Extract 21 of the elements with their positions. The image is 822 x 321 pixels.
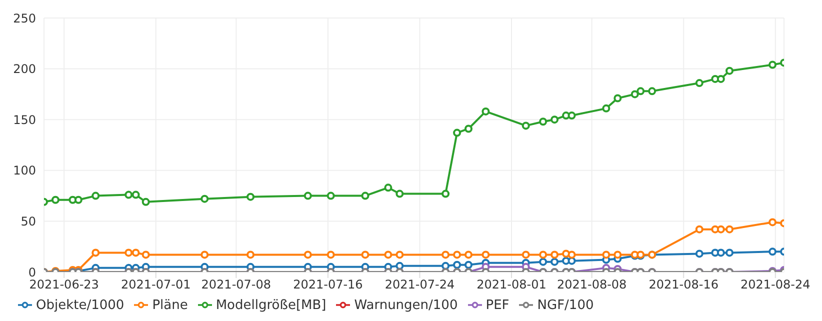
- x-tick-label: 2021-08-08: [556, 278, 627, 292]
- x-tick-label: 2021-07-24: [384, 278, 455, 292]
- legend-label: Objekte/1000: [36, 298, 124, 313]
- legend-label: NGF/100: [537, 298, 594, 313]
- x-tick-label: 2021-07-08: [201, 278, 272, 292]
- x-tick-label: 2021-06-23: [29, 278, 99, 292]
- x-tick-label: 2021-08-01: [476, 278, 546, 292]
- x-tick-label: 2021-07-16: [293, 278, 363, 292]
- y-tick-label: 100: [13, 164, 36, 178]
- y-tick-label: 0: [28, 265, 36, 280]
- x-tick-label: 2021-08-16: [648, 278, 718, 292]
- legend-label: Warnungen/100: [354, 298, 458, 313]
- legend-label: Modellgröße[MB]: [216, 298, 326, 313]
- y-tick-label: 200: [13, 62, 36, 76]
- x-tick-label: 2021-07-01: [120, 278, 191, 292]
- y-tick-label: 50: [20, 214, 36, 228]
- legend-label: PEF: [486, 298, 510, 313]
- y-tick-label: 150: [13, 112, 36, 127]
- legend-label: Pläne: [152, 298, 188, 313]
- x-tick-label: 2021-08-24: [740, 278, 810, 292]
- y-tick-label: 250: [13, 11, 36, 26]
